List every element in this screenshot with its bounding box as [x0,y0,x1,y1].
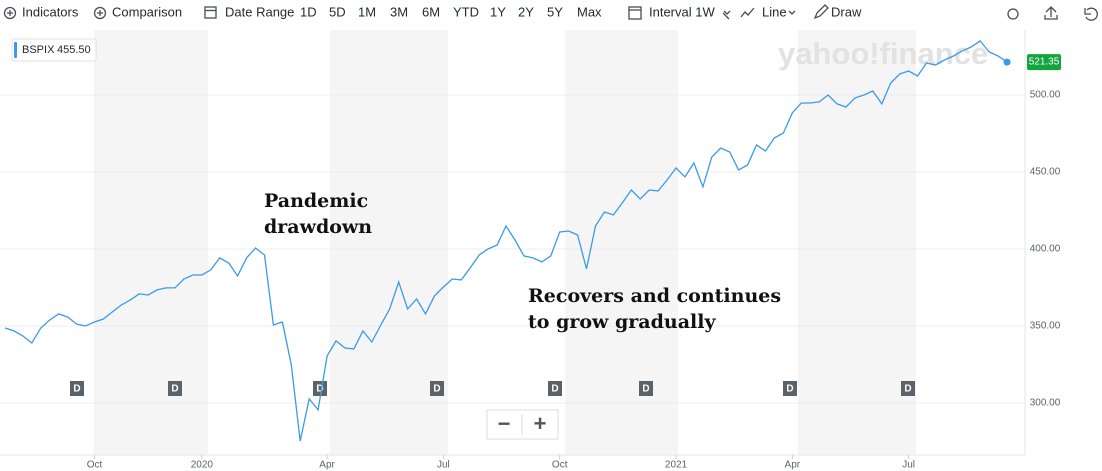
x-tick-label: Apr [785,460,801,471]
band [94,30,208,455]
legend-box [11,38,97,62]
dividend-marker[interactable] [901,381,915,396]
icon [7,10,13,16]
chevrons [723,10,796,15]
range-button[interactable]: YTD [453,4,479,19]
dividend-label: D [642,384,649,395]
dividend-label: D [786,384,793,395]
y-tick-label: 300.00 [1030,398,1061,409]
band [565,30,678,455]
price-line [4,40,1008,442]
interval-button[interactable]: Interval 1W [649,4,715,19]
x-tick-label: Apr [319,460,335,471]
y-tick-label: 400.00 [1030,244,1061,255]
annotation: drawdown [264,216,372,238]
dividend-label: D [904,384,911,395]
zoom-out[interactable]: − [498,411,511,436]
dividend-marker[interactable] [548,381,562,396]
y-tick-label: 450.00 [1030,167,1061,178]
dividend-label: D [433,384,440,395]
x-tick-label: Jul [437,460,450,471]
range-button[interactable]: 1M [358,4,376,19]
annotation: to grow gradually [528,311,716,333]
y-tick-label: 500.00 [1030,90,1061,101]
x-tick-label: 2021 [665,460,688,471]
x-tick-label: Oct [87,460,103,471]
icon [97,10,103,16]
settings-icon[interactable] [1007,8,1019,20]
icon [3,6,17,20]
zoom-in[interactable]: + [534,411,547,436]
dividend-marker[interactable] [168,381,182,396]
toolbar-button[interactable]: Comparison [112,4,182,19]
draw-button[interactable]: Draw [831,4,862,19]
x-tick-label: Oct [552,460,568,471]
dividend-marker[interactable] [430,381,444,396]
dividend-label: D [73,384,80,395]
watermark: yahoo!finance [778,36,988,71]
toolbar-button[interactable]: Date Range [225,4,294,19]
share-icon[interactable] [1044,6,1058,20]
range-button[interactable]: 1Y [490,4,506,19]
annotation: Recovers and continues [528,285,781,307]
reset-icon[interactable] [1084,7,1098,21]
toolbar-button[interactable]: Indicators [22,4,79,19]
icon [628,6,642,20]
range-button[interactable]: 3M [390,4,408,19]
range-button[interactable]: 5Y [547,4,563,19]
icon [93,6,107,20]
dividend-label: D [316,384,323,395]
icon [813,4,829,20]
range-button[interactable]: 2Y [518,4,534,19]
band [330,30,448,455]
range-button[interactable]: Max [577,4,602,19]
dividend-marker[interactable] [783,381,797,396]
legend-value: 455.50 [57,44,91,56]
range-button[interactable]: 5D [329,4,346,19]
x-tick-label: Jul [902,460,915,471]
band [798,30,916,455]
style-button[interactable]: Line [762,4,787,19]
shaded-bands [94,30,916,455]
x-tick-label: 2020 [191,460,214,471]
legend-swatch [14,42,17,58]
icon [204,6,217,19]
last-price-badge [1027,54,1061,71]
dividend-marker[interactable] [313,381,327,396]
legend-symbol: BSPIX [22,44,55,56]
range-button[interactable]: 1D [300,4,317,19]
last-price: 521.35 [1029,57,1060,68]
annotation: Pandemic [264,190,368,212]
dividend-label: D [171,384,178,395]
dividend-marker[interactable] [70,381,84,396]
dividend-label: D [551,384,558,395]
y-tick-label: 350.00 [1030,321,1061,332]
dividend-marker[interactable] [639,381,653,396]
icon [722,12,730,20]
range-button[interactable]: 6M [422,4,440,19]
toolbar-icons [3,4,1098,21]
last-point [1003,58,1011,66]
icon [740,7,755,18]
